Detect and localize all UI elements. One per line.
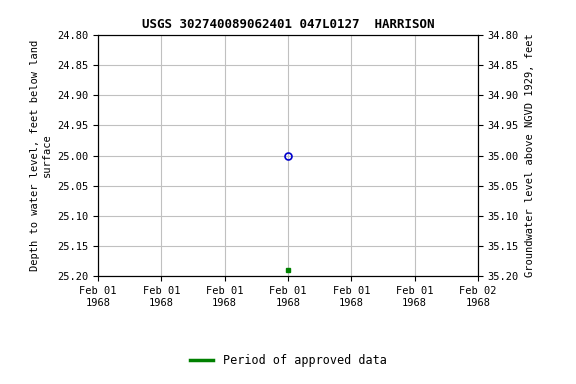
Y-axis label: Depth to water level, feet below land
surface: Depth to water level, feet below land su… — [30, 40, 51, 271]
Legend: Period of approved data: Period of approved data — [185, 350, 391, 372]
Title: USGS 302740089062401 047L0127  HARRISON: USGS 302740089062401 047L0127 HARRISON — [142, 18, 434, 31]
Y-axis label: Groundwater level above NGVD 1929, feet: Groundwater level above NGVD 1929, feet — [525, 34, 535, 277]
